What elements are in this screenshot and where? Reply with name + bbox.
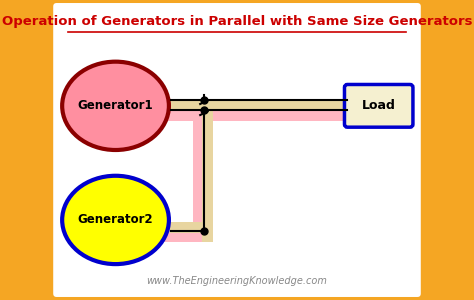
Text: Load: Load — [362, 99, 396, 112]
FancyBboxPatch shape — [345, 85, 413, 127]
Ellipse shape — [62, 176, 169, 264]
FancyBboxPatch shape — [141, 222, 202, 242]
Text: www.TheEngineeringKnowledge.com: www.TheEngineeringKnowledge.com — [146, 276, 328, 286]
Text: Operation of Generators in Parallel with Same Size Generators: Operation of Generators in Parallel with… — [2, 15, 472, 28]
FancyBboxPatch shape — [193, 110, 213, 242]
FancyBboxPatch shape — [193, 100, 344, 121]
Ellipse shape — [62, 62, 169, 150]
Text: Generator1: Generator1 — [78, 99, 154, 112]
FancyBboxPatch shape — [202, 110, 213, 242]
FancyBboxPatch shape — [141, 100, 202, 121]
FancyBboxPatch shape — [51, 1, 423, 299]
FancyBboxPatch shape — [141, 100, 202, 111]
Text: Generator2: Generator2 — [78, 213, 154, 226]
FancyBboxPatch shape — [141, 222, 202, 233]
FancyBboxPatch shape — [193, 100, 344, 111]
